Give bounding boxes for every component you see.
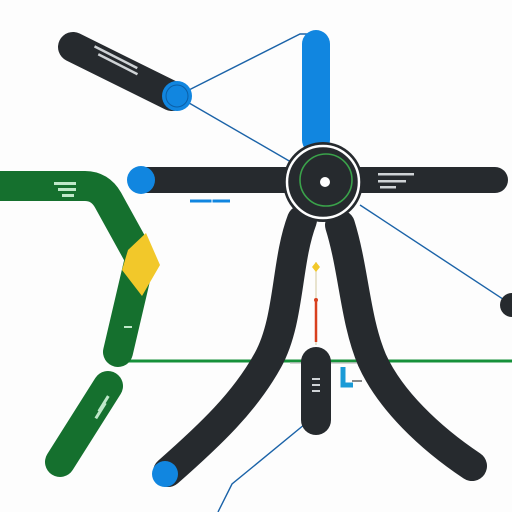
right-leg-bar [325,210,487,481]
hub-white-ring [285,144,361,220]
green-route [0,171,160,477]
upper-left-bar [58,32,187,111]
left-leg-bar [153,205,317,487]
endpoints [127,81,512,487]
hub[interactable] [283,142,363,222]
marker-diamond-icon [312,262,320,272]
lower-green-bar [45,371,123,477]
yellow-segment [122,233,160,296]
tag-marks [352,380,362,382]
endpoint-dot-left[interactable] [127,166,155,194]
vertical-marker [312,262,320,345]
endpoint-dot-bottom[interactable] [152,461,178,487]
green-bar-label-marks [54,182,132,420]
hub-green-ring-icon [299,153,353,207]
hub-center-dot-icon [320,177,330,187]
connector-line-top [176,33,322,97]
endpoint-dot-upper-highlight [165,84,189,108]
connector-line-bottom [217,414,317,512]
green-route-path [0,171,155,367]
endpoint-dot-right[interactable] [500,293,512,317]
marker-dot-icon [314,298,318,302]
cyan-bracket-icon [340,367,353,388]
small-tags [190,198,362,388]
dark-bar-label-marks [93,45,414,392]
connector-line-right [359,204,512,306]
dark-bars [58,32,508,487]
